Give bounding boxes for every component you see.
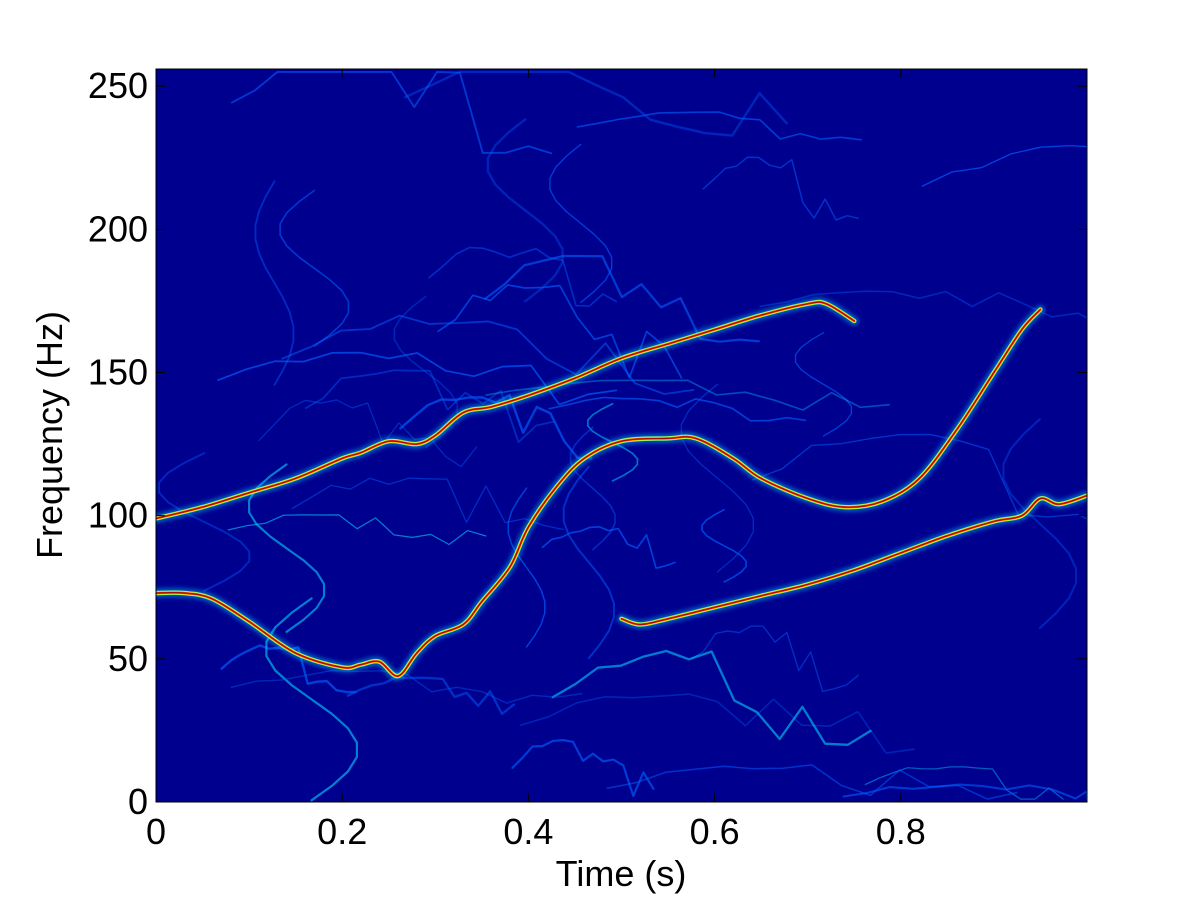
background-ridge [701, 508, 747, 583]
x-tick-label: 0.2 [317, 811, 367, 852]
background-ridge [690, 625, 860, 693]
ridge-line-1-layer-5 [156, 301, 855, 520]
background-ridge [549, 143, 613, 304]
ridge-line-2-layer-5 [156, 308, 1041, 677]
background-ridge [511, 739, 655, 797]
background-ridge [794, 332, 853, 437]
ridge-series-1 [156, 297, 859, 523]
ridge-layer [156, 297, 1087, 681]
ridge-line-3-layer-5 [620, 495, 1087, 626]
y-tick-label: 0 [128, 781, 148, 822]
background-ridge [291, 477, 564, 531]
background-ridge [548, 396, 807, 422]
background-ridge [551, 649, 872, 746]
background-ridge [230, 70, 553, 155]
background-ridge [507, 487, 546, 648]
background-ridge [576, 111, 863, 141]
y-tick-label: 250 [88, 65, 148, 106]
y-axis-label: Frequency (Hz) [29, 311, 70, 559]
background-ridge [483, 254, 760, 343]
background-ridge [541, 525, 676, 569]
ridge-series-2 [156, 305, 1045, 681]
y-tick-label: 150 [88, 352, 148, 393]
x-tick-label: 0.4 [503, 811, 553, 852]
background-ridge [759, 290, 1087, 323]
y-tick-label: 50 [108, 638, 148, 679]
background-ridge [227, 514, 487, 546]
background-ridge [437, 284, 683, 379]
background-ridge [680, 383, 754, 573]
background-ridge [1002, 418, 1078, 630]
background-ridge [562, 465, 615, 660]
y-tick-label: 200 [88, 208, 148, 249]
background-ridge [751, 433, 1087, 527]
background-ridge [403, 70, 788, 137]
background-ridge [158, 452, 251, 592]
background-ridge [428, 246, 618, 307]
background-ridge [702, 156, 860, 221]
y-tick-label: 100 [88, 495, 148, 536]
plot-frame [155, 68, 1088, 803]
background-ridge [569, 426, 616, 551]
x-tick-label: 0.6 [690, 811, 740, 852]
x-tick-label: 0 [146, 811, 166, 852]
background-ridge [254, 180, 295, 386]
x-tick-label: 0.8 [876, 811, 926, 852]
background-ridge [281, 314, 695, 395]
background-ridge [304, 369, 555, 444]
background-ridge [842, 783, 1087, 801]
x-axis-label: Time (s) [556, 853, 687, 894]
ridge-series-3 [617, 491, 1087, 629]
axis-ticks: 0 0.2 0.4 0.6 0.8 0 50 100 150 200 250 [88, 65, 1087, 852]
background-ridge [486, 118, 564, 303]
background-ridge [519, 693, 915, 754]
background-ridge [279, 189, 350, 348]
background-ridge [346, 676, 516, 716]
background-ridge [265, 597, 359, 802]
background-ridge [258, 399, 478, 468]
background-ridge [921, 144, 1087, 229]
